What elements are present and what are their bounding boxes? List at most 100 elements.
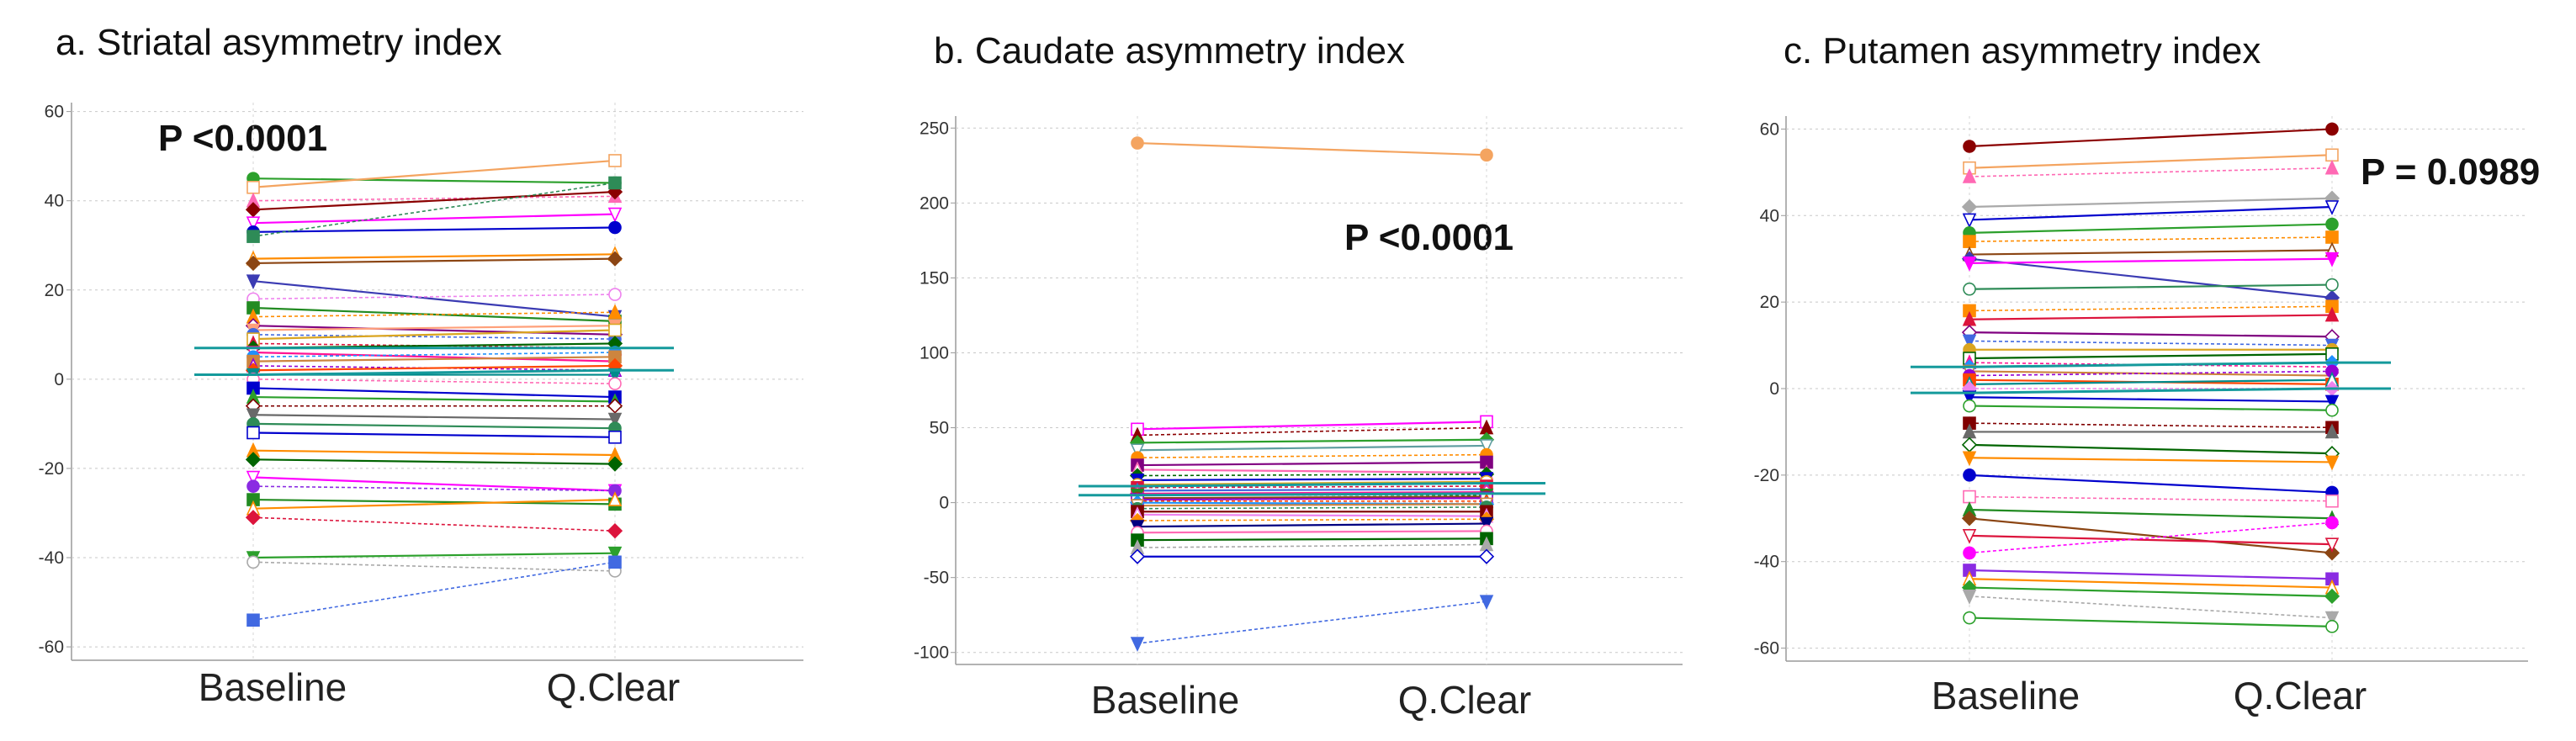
data-point [246,230,260,243]
data-point [2325,217,2339,231]
data-point [246,470,261,486]
series-line [1137,421,1487,431]
series-line [1969,457,2333,463]
series-line [1969,517,2333,554]
y-tick-label: -100 [914,643,949,663]
series-line [1137,488,1487,492]
series-line [252,387,616,399]
series-line [252,159,616,188]
series-line [1969,352,2333,360]
series-line [1137,491,1487,495]
series-line [1137,438,1487,444]
series-line [252,431,616,438]
data-point [1479,439,1494,454]
series-line [252,177,616,184]
data-point [1963,399,1976,413]
data-point [2324,611,2340,627]
data-point [2325,230,2339,244]
series-line [1969,340,2333,347]
data-point [1478,548,1495,564]
data-point [607,546,623,562]
mean-line [1970,361,2331,368]
series-line [252,306,616,322]
series-line [1969,586,2333,597]
series-line [1137,478,1487,481]
data-point [246,408,261,424]
y-tick-label: 150 [920,268,949,288]
data-point [1962,213,1977,229]
series-line [252,485,616,492]
data-point [1479,595,1494,611]
p-value-label: P <0.0001 [158,118,328,159]
series-line [1969,236,2333,242]
series-line [1969,521,2333,554]
series-line [1969,422,2333,429]
data-point [2325,620,2339,633]
y-tick-label: -40 [1754,553,1779,572]
series-line [252,561,616,572]
y-tick-label: 20 [1760,293,1779,312]
series-line [1969,595,2333,619]
data-point [608,176,622,190]
series-line [252,334,616,340]
series-line [252,364,616,372]
data-point [246,613,260,627]
data-point [608,430,622,444]
mean-line [1138,492,1486,497]
y-tick-label: -40 [39,548,64,568]
series-line [1969,474,2333,494]
data-point [608,220,622,235]
series-line [1969,569,2333,580]
series-line [1137,506,1487,510]
data-point [2324,306,2340,322]
series-line [1969,362,2333,368]
series-line [1969,405,2333,411]
data-point [1131,136,1144,150]
series-line [252,280,616,318]
series-line [252,182,616,237]
data-point [2324,200,2340,215]
mean-line [254,368,614,377]
series-line [1969,283,2333,290]
y-tick-label: -20 [1754,466,1779,485]
series-line [252,476,616,492]
y-tick-label: -60 [39,638,64,657]
data-point [1961,437,1978,453]
series-line [252,352,616,358]
data-point [1963,546,1976,560]
series-line [1969,495,2333,502]
series-line [252,449,616,457]
y-tick-label: 100 [920,343,949,363]
chart-title: a. Striatal asymmetry index [56,22,502,63]
y-tick-label: 0 [939,494,949,513]
series-line [1969,331,2333,338]
series-line [252,365,616,372]
data-point [608,288,622,301]
data-point [1962,451,1977,467]
y-tick-label: -20 [39,459,64,479]
series-line [252,325,616,331]
data-point [607,491,623,506]
data-point [607,207,623,223]
data-point [1129,548,1146,564]
y-tick-label: 250 [920,119,949,138]
data-point [246,274,261,290]
p-value-label: P <0.0001 [1344,217,1514,258]
data-point [1962,334,1977,350]
data-point [2324,423,2340,439]
series-line [1137,141,1487,156]
y-tick-label: 200 [920,193,949,213]
data-point [1130,637,1145,652]
series-line [252,422,616,430]
series-line [1137,461,1487,467]
data-point [608,154,622,167]
series-line [1969,370,2333,377]
data-point [1962,168,1977,183]
series-line [1137,522,1487,528]
series-line [252,195,616,202]
y-tick-label: 50 [930,419,949,438]
mean-line [1970,387,2331,394]
series-line [252,516,616,532]
series-line [1969,154,2333,169]
data-point [2324,588,2340,604]
